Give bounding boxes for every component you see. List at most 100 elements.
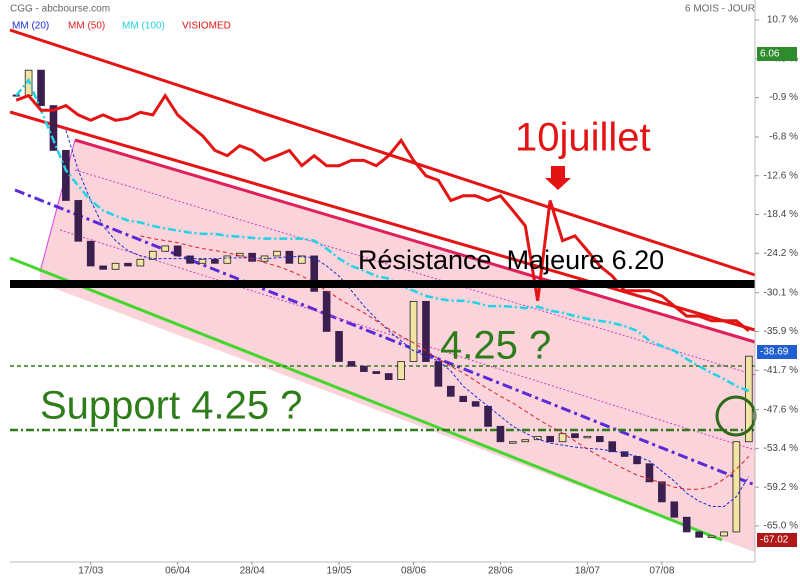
candle [695,531,703,538]
price-tag: -38.69 [760,347,789,358]
y-tick-label: -6.8 % [769,132,798,143]
drawings [9,28,756,552]
candle [86,240,95,267]
candle [583,435,592,439]
candle [99,265,107,270]
legend-entry: MM (20) [12,21,49,32]
legend-entry: MM (50) [68,21,105,32]
legend-entry: MM (100) [122,21,165,32]
annotation: Résistance Majeure 6.20 [358,245,664,275]
candle [620,451,629,457]
candle [434,361,443,387]
candle [707,535,716,538]
median-line [14,188,756,487]
candle [732,441,741,533]
y-tick-label: -65.0 % [764,521,799,532]
candle [111,262,120,270]
candle [509,441,517,444]
candle [682,516,691,533]
candle [471,401,480,407]
candle [521,439,530,443]
candle [658,481,666,503]
price-tag-box [757,47,797,61]
candle [360,365,368,372]
x-tick-label: 07/08 [649,566,674,577]
candle [148,250,157,260]
x-tick-label: 28/04 [240,566,265,577]
y-tick-label: -53.4 % [764,443,799,454]
y-tick-label: -30.1 % [764,287,799,298]
channel-fill [40,140,755,552]
candle [496,425,505,443]
candle [322,290,331,332]
legend-entry: VISIOMED [182,21,231,32]
support-line [9,256,723,542]
candle [136,258,145,267]
candle [186,255,194,264]
candle [297,255,306,264]
candle [211,258,219,264]
candle [372,371,381,374]
candle [670,501,679,518]
candle [173,245,182,257]
candle [422,300,430,362]
trend-line [9,28,756,277]
candle [409,300,418,362]
plot [12,69,753,538]
candle [446,385,455,397]
y-tick-label: -0.9 % [769,92,798,103]
candle [558,433,567,443]
price-tag: 6.06 [760,49,780,60]
indicator-line [15,92,750,332]
candle [335,331,343,362]
candle [248,252,256,262]
candle [645,463,654,483]
candle [62,149,70,201]
candle [37,69,45,106]
x-tick-label: 08/06 [401,566,426,577]
candle [484,405,492,427]
x-tick-label: 18/07 [575,566,600,577]
candle [49,105,58,151]
y-tick-label: -24.2 % [764,248,799,259]
trend-line [9,110,756,332]
annotation: Support 4.25 ? [40,384,302,428]
candle [384,373,393,380]
period: 6 MOIS - JOUR [685,4,755,15]
candle [74,200,83,242]
y-tick-label: -47.6 % [764,404,799,415]
y-tick-label: -41.7 % [764,365,799,376]
candle [595,435,604,443]
channel-top [74,138,756,344]
source: CGG - abcbourse.com [10,4,110,15]
x-tick-label: 17/03 [78,566,103,577]
candle [273,250,281,257]
candle [397,361,405,380]
candle [198,258,207,264]
overlays [10,166,757,437]
candle [533,435,542,441]
candle [608,441,617,453]
candle [720,531,728,537]
y-tick-label: -35.9 % [764,326,799,337]
x-tick-label: 19/05 [327,566,352,577]
candle [285,250,294,264]
candle [124,262,132,267]
price-tag-box [757,345,797,359]
annotation: 4.25 ? [440,324,551,368]
price-tag-box [757,533,797,547]
candle [546,435,554,443]
y-tick-label: -59.2 % [764,482,799,493]
candle [223,255,232,264]
candle [161,245,170,252]
candle [459,395,468,403]
y-tick-label: 10.7 % [767,15,798,26]
y-tick-label: -18.4 % [764,209,799,220]
candle [310,255,319,292]
arrow [545,166,571,190]
candle [347,361,356,367]
price-tag: -67.02 [760,535,789,546]
indicator-line [15,77,750,393]
indicator-line [65,130,750,507]
